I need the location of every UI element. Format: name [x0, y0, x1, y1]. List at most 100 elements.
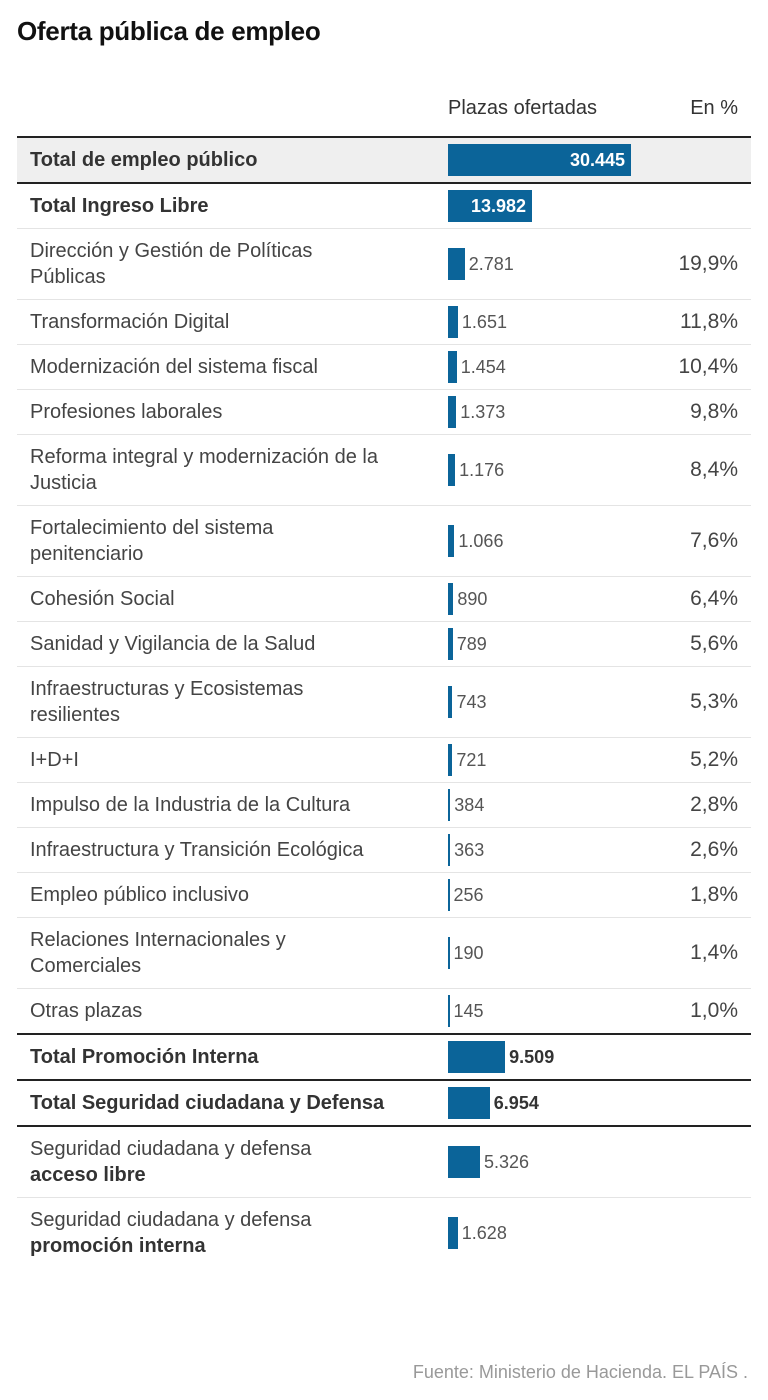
value-label: 145 [453, 1000, 484, 1021]
percent-value: 9,8% [690, 400, 738, 423]
percent-value: 5,6% [690, 632, 738, 655]
bar: 13.982 [448, 190, 533, 222]
bar [448, 937, 450, 969]
row-label: I+D+I [30, 747, 390, 773]
percent-value: 5,3% [690, 690, 738, 713]
row-label-text: Fortalecimiento del sistema penitenciari… [30, 517, 274, 565]
table-row: Fortalecimiento del sistema penitenciari… [17, 505, 751, 576]
row-label: Empleo público inclusivo [30, 882, 390, 908]
row-label-text: Seguridad ciudadana y defensa [30, 1138, 312, 1160]
row-label: Sanidad y Vigilancia de la Salud [30, 631, 390, 657]
value-label: 721 [456, 749, 487, 770]
percent-value: 11,8% [680, 310, 738, 333]
row-label: Infraestructuras y Ecosistemas resilient… [30, 676, 390, 728]
row-label: Total Seguridad ciudadana y Defensa [30, 1090, 390, 1116]
row-label-text: I+D+I [30, 749, 79, 771]
table-row: Otras plazas 145 1,0% [17, 988, 751, 1033]
row-label-text: Seguridad ciudadana y defensa [30, 1209, 312, 1231]
bar [448, 306, 458, 338]
row-label: Seguridad ciudadana y defensa acceso libr… [30, 1136, 390, 1188]
bar [448, 454, 456, 486]
row-label: Total Promoción Interna [30, 1044, 390, 1070]
bar [448, 686, 453, 718]
row-label-text: Otras plazas [30, 1000, 143, 1022]
bar [448, 834, 451, 866]
bar [448, 248, 465, 280]
table-row: Cohesión Social 890 6,4% [17, 576, 751, 621]
chart-title: Oferta pública de empleo [17, 16, 321, 46]
row-label: Dirección y Gestión de Políticas Pública… [30, 238, 390, 290]
row-label-text: Sanidad y Vigilancia de la Salud [30, 633, 316, 655]
percent-value: 2,6% [690, 838, 738, 861]
table-row: Impulso de la Industria de la Cultura 384… [17, 782, 751, 827]
table-row: Modernización del sistema fiscal 1.454 10,… [17, 344, 751, 389]
row-label: Total Ingreso Libre [30, 193, 390, 219]
table-row: Infraestructura y Transición Ecológica 36… [17, 827, 751, 872]
row-label: Otras plazas [30, 998, 390, 1024]
bar [448, 1217, 458, 1249]
row-label-text: Relaciones Internacionales y Comerciales [30, 929, 286, 977]
value-label: 1.176 [459, 459, 505, 480]
value-label: 1.373 [460, 401, 506, 422]
column-header-percent: En % [690, 97, 738, 119]
bar [448, 525, 455, 557]
row-label-text: Infraestructuras y Ecosistemas resilient… [30, 678, 304, 726]
row-label: Infraestructura y Transición Ecológica [30, 837, 390, 863]
percent-value: 1,8% [690, 883, 738, 906]
row-label-text: Impulso de la Industria de la Cultura [30, 794, 351, 816]
bar [448, 744, 453, 776]
row-label: Impulso de la Industria de la Cultura [30, 792, 390, 818]
bar [448, 1087, 490, 1119]
value-label: 743 [456, 691, 487, 712]
row-label-text: Empleo público inclusivo [30, 884, 250, 906]
percent-value: 7,6% [690, 529, 738, 552]
row-label-text: Total Promoción Interna [30, 1046, 259, 1068]
row-label-text: Dirección y Gestión de Políticas Pública… [30, 240, 313, 288]
row-label: Fortalecimiento del sistema penitenciari… [30, 515, 390, 567]
value-label: 1.454 [460, 356, 506, 377]
value-label: 384 [454, 794, 485, 815]
value-label: 13.982 [470, 195, 527, 216]
row-label-bold: promoción interna [30, 1235, 206, 1257]
row-label: Cohesión Social [30, 586, 390, 612]
row-label-text: Reforma integral y modernización de la J… [30, 446, 378, 494]
table-row: Total Ingreso Libre 13.982 [17, 182, 751, 228]
table-row: Empleo público inclusivo 256 1,8% [17, 872, 751, 917]
value-label: 9.509 [509, 1046, 555, 1067]
row-label-bold: acceso libre [30, 1164, 146, 1186]
row-label: Transformación Digital [30, 309, 390, 335]
value-label: 190 [453, 942, 484, 963]
table-row: Seguridad ciudadana y defensa acceso libr… [17, 1125, 751, 1197]
bar [448, 628, 453, 660]
table-row: Seguridad ciudadana y defensa promoción i… [17, 1197, 751, 1268]
row-label-text: Total Ingreso Libre [30, 195, 209, 217]
row-label-text: Infraestructura y Transición Ecológica [30, 839, 364, 861]
value-label: 890 [457, 588, 488, 609]
data-table: Total de empleo público 30.445 Total Ingre… [17, 136, 751, 1268]
source-note: Fuente: Ministerio de Hacienda. EL PAÍS … [412, 1362, 748, 1382]
table-row: Infraestructuras y Ecosistemas resilient… [17, 666, 751, 737]
bar: 30.445 [448, 144, 631, 176]
row-label-text: Modernización del sistema fiscal [30, 356, 318, 378]
value-label: 363 [454, 839, 485, 860]
percent-value: 5,2% [690, 748, 738, 771]
row-label-text: Total Seguridad ciudadana y Defensa [30, 1092, 385, 1114]
bar [448, 583, 454, 615]
value-label: 256 [453, 884, 484, 905]
value-label: 1.651 [461, 311, 507, 332]
row-label: Reforma integral y modernización de la J… [30, 444, 390, 496]
percent-value: 8,4% [690, 458, 738, 481]
table-row: Total Promoción Interna 9.509 [17, 1033, 751, 1079]
value-label: 5.326 [484, 1151, 530, 1172]
row-label: Total de empleo público [30, 147, 390, 173]
table-row: Total Seguridad ciudadana y Defensa 6.954 [17, 1079, 751, 1125]
bar [448, 396, 457, 428]
bar [448, 1041, 506, 1073]
percent-value: 19,9% [678, 252, 738, 275]
value-label: 2.781 [468, 253, 514, 274]
row-label: Seguridad ciudadana y defensa promoción i… [30, 1207, 390, 1259]
row-label: Relaciones Internacionales y Comerciales [30, 927, 390, 979]
percent-value: 2,8% [690, 793, 738, 816]
bar [448, 789, 451, 821]
table-row: Sanidad y Vigilancia de la Salud 789 5,6% [17, 621, 751, 666]
